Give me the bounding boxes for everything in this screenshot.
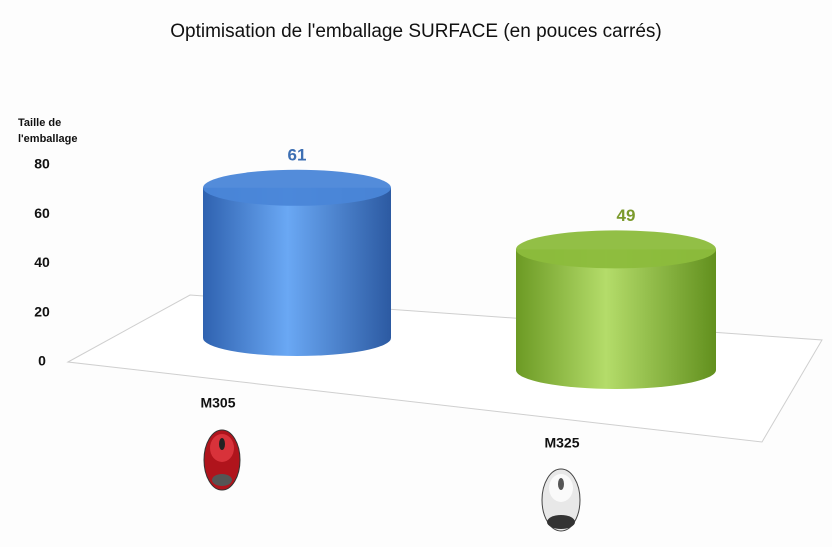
value-label: 61 <box>288 145 307 164</box>
chart-title: Optimisation de l'emballage SURFACE (en … <box>170 21 662 42</box>
cylinder-top <box>516 230 716 269</box>
x-tick-label: M325 <box>544 435 579 451</box>
cylinder-body <box>516 249 716 389</box>
cylinder-body <box>203 187 391 356</box>
mouse-icon <box>203 429 241 491</box>
x-tick-label: M305 <box>200 395 235 411</box>
cylinder-top <box>203 169 391 206</box>
y-axis-label: Taille de l'emballage <box>18 117 78 145</box>
y-tick-label: 40 <box>34 254 50 270</box>
y-tick-label: 20 <box>34 303 50 319</box>
y-tick-label: 80 <box>34 156 50 172</box>
value-label: 49 <box>617 206 636 225</box>
y-tick-label: 0 <box>38 353 46 369</box>
y-tick-label: 60 <box>34 205 50 221</box>
mouse-icon <box>541 468 581 532</box>
